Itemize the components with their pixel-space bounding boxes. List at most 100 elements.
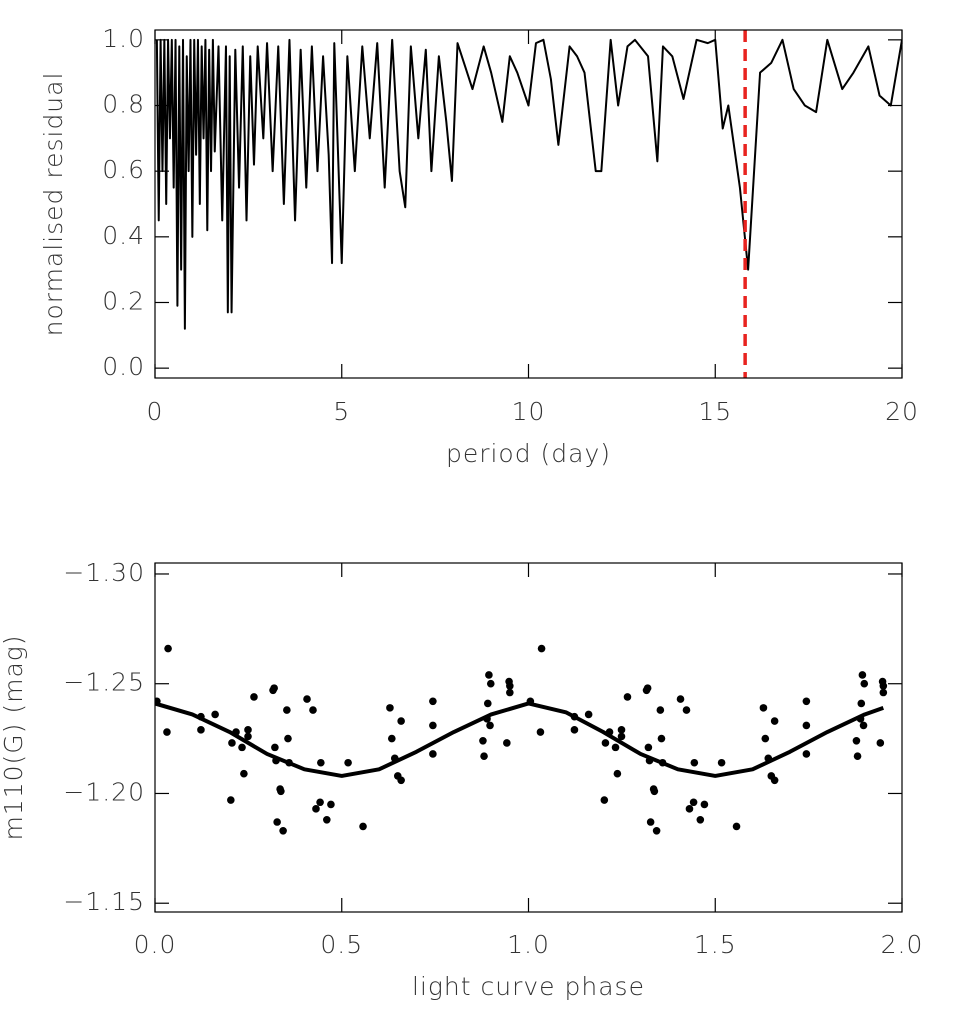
data-point <box>316 798 324 807</box>
data-point <box>227 796 235 804</box>
data-point <box>480 752 488 760</box>
data-point <box>163 728 171 736</box>
data-point <box>858 671 867 679</box>
data-point <box>613 769 622 778</box>
data-point <box>852 736 861 745</box>
data-point <box>859 721 868 730</box>
y-tick-label: −1.20 <box>63 777 145 806</box>
y-tick-label: 0.0 <box>102 352 145 381</box>
data-point <box>685 805 694 813</box>
data-point <box>536 728 545 736</box>
x-tick-label: 2.0 <box>881 930 924 959</box>
data-point <box>643 684 652 692</box>
x-tick-label: 10 <box>512 397 546 426</box>
data-point <box>682 706 691 714</box>
x-axis-label: light curve phase <box>412 972 645 1001</box>
axes-frame <box>154 29 903 379</box>
data-point <box>429 697 437 706</box>
y-tick-label: 0.2 <box>102 286 145 315</box>
data-point <box>656 706 665 714</box>
x-tick-label: 1.5 <box>694 930 737 959</box>
data-point <box>309 706 317 714</box>
data-point <box>397 776 405 785</box>
data-point <box>386 704 394 712</box>
data-point <box>802 750 811 758</box>
x-tick-label: 20 <box>885 397 919 426</box>
x-tick-label: 5 <box>333 397 350 426</box>
y-tick-label: 1.0 <box>102 24 145 53</box>
data-point <box>211 710 219 719</box>
data-point <box>537 644 546 653</box>
y-tick-label: 0.6 <box>102 155 145 184</box>
data-point <box>717 758 726 767</box>
data-point <box>283 706 291 714</box>
data-point <box>650 787 659 796</box>
x-tick-label: 1.0 <box>507 930 550 959</box>
y-tick-label: −1.15 <box>63 887 145 916</box>
y-tick-label: −1.25 <box>63 668 145 697</box>
data-point <box>240 769 248 778</box>
x-axis-label: period (day) <box>446 439 611 468</box>
data-point <box>323 816 331 824</box>
data-point <box>503 739 511 747</box>
data-point <box>623 693 632 701</box>
data-point <box>879 682 888 690</box>
data-point <box>761 734 770 743</box>
data-point <box>770 717 779 725</box>
data-point <box>271 743 279 752</box>
data-point <box>228 739 236 747</box>
data-point <box>486 721 494 730</box>
y-tick-label: 0.8 <box>102 90 145 119</box>
data-point <box>601 739 610 747</box>
fit-line <box>155 701 884 778</box>
data-point <box>611 743 620 752</box>
data-point <box>277 787 285 796</box>
data-point <box>802 697 811 706</box>
x-tick-label: 0.0 <box>134 930 177 959</box>
data-point <box>876 739 885 747</box>
data-point <box>312 805 320 813</box>
data-point <box>273 818 281 826</box>
data-point <box>284 734 292 743</box>
y-axis-label: m110(G) (mag) <box>0 634 28 840</box>
data-point <box>344 758 352 767</box>
data-point <box>317 758 325 767</box>
data-point <box>485 671 493 679</box>
data-point <box>770 776 779 785</box>
data-point <box>164 644 172 653</box>
data-point <box>429 750 437 758</box>
data-point <box>600 796 609 804</box>
data-point <box>879 688 888 697</box>
data-point <box>732 822 741 831</box>
plot-data <box>155 644 888 835</box>
y-tick-label: −1.30 <box>63 558 145 587</box>
data-point <box>802 721 811 730</box>
data-point <box>857 699 866 708</box>
x-tick-label: 15 <box>698 397 732 426</box>
data-point <box>646 818 655 826</box>
data-point <box>387 734 396 743</box>
data-point <box>690 758 699 767</box>
data-point <box>486 679 495 688</box>
data-point <box>279 826 287 835</box>
x-tick-label: 0 <box>147 397 164 426</box>
data-point <box>696 816 705 824</box>
data-point <box>652 826 661 835</box>
data-point <box>617 726 626 734</box>
data-point <box>244 732 252 741</box>
data-point <box>676 695 685 703</box>
data-point <box>483 699 492 708</box>
data-point <box>506 688 514 697</box>
data-point <box>506 682 514 690</box>
x-tick-label: 0.5 <box>320 930 363 959</box>
data-point <box>244 726 252 734</box>
axes-frame <box>154 562 903 913</box>
plot-data <box>155 38 902 330</box>
data-point <box>700 800 709 809</box>
data-point <box>397 717 405 725</box>
data-point <box>429 721 437 730</box>
data-point <box>359 822 367 831</box>
data-point <box>584 710 593 719</box>
data-point <box>303 695 311 703</box>
